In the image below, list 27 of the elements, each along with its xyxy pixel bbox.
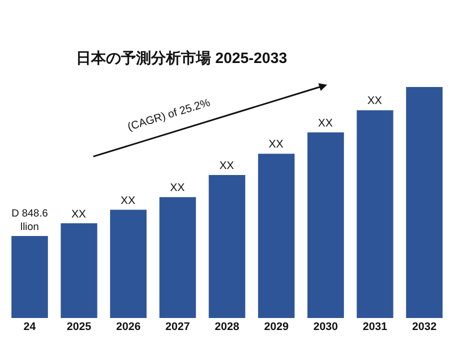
- x-tick-label: 2031: [362, 321, 388, 333]
- bar: [208, 174, 246, 318]
- bar: [307, 132, 344, 318]
- bar: [258, 154, 295, 318]
- x-tick-label: 2028: [214, 321, 240, 333]
- data-label: D 848.6 llion: [11, 208, 48, 234]
- bar: [356, 110, 394, 318]
- data-label: XX: [71, 208, 87, 220]
- data-label: XX: [170, 182, 186, 194]
- bar: [406, 87, 443, 318]
- bar: [159, 197, 196, 318]
- x-tick-label: 2032: [412, 321, 437, 333]
- bar: [11, 236, 48, 318]
- data-label: XX: [268, 138, 284, 151]
- x-tick-label: 2027: [165, 321, 190, 333]
- x-tick-label: 24: [24, 321, 37, 333]
- data-label: XX: [367, 95, 383, 108]
- bar: [110, 210, 147, 318]
- bar: [60, 223, 98, 318]
- data-label: XX: [318, 117, 334, 130]
- x-tick-label: 2025: [66, 321, 92, 333]
- x-tick-label: 2029: [264, 321, 289, 333]
- x-tick-label: 2026: [116, 321, 141, 333]
- data-label: XX: [219, 160, 235, 172]
- x-tick-label: 2030: [313, 321, 338, 333]
- chart-title: 日本の予測分析市場 2025-2033: [76, 49, 288, 68]
- data-label: XX: [120, 194, 136, 207]
